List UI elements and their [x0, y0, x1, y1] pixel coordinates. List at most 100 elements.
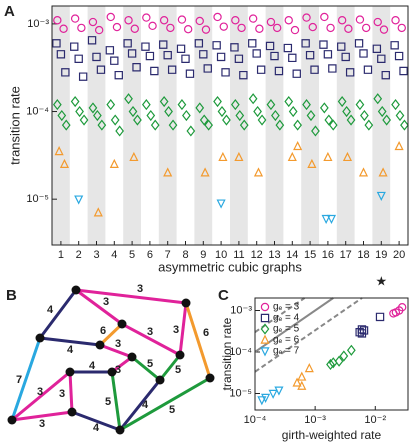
- edge-label: 3: [59, 388, 65, 400]
- x-tick-label: 9: [200, 249, 206, 261]
- marker: [203, 64, 212, 73]
- marker: [354, 39, 364, 48]
- marker: [219, 22, 228, 31]
- edge-label: 6: [203, 327, 209, 339]
- marker: [288, 105, 298, 118]
- marker: [112, 22, 122, 32]
- x-tick-label: 14: [286, 249, 298, 261]
- marker: [326, 214, 337, 225]
- x-tick-label: 10⁻²: [364, 414, 386, 426]
- y-tick-label: 10⁻⁴: [26, 105, 49, 117]
- marker: [79, 114, 89, 126]
- marker: [183, 24, 193, 34]
- edge-label: 3: [103, 296, 109, 308]
- marker: [377, 54, 386, 63]
- x-tick-label: 10⁻⁴: [244, 414, 267, 426]
- marker: [133, 114, 142, 126]
- marker: [221, 68, 230, 77]
- marker: [257, 114, 267, 126]
- legend-marker: [260, 347, 270, 357]
- marker: [334, 355, 344, 367]
- marker: [337, 95, 347, 108]
- marker: [395, 109, 405, 122]
- marker: [96, 65, 106, 74]
- marker: [355, 99, 365, 111]
- marker: [346, 114, 356, 126]
- marker: [274, 66, 284, 76]
- marker: [167, 65, 177, 74]
- marker: [200, 167, 210, 177]
- marker: [70, 14, 80, 23]
- marker: [345, 68, 355, 77]
- panel-label: C: [218, 287, 229, 304]
- marker: [271, 109, 280, 122]
- marker: [391, 99, 400, 111]
- annotation: ★: [375, 273, 387, 288]
- marker: [342, 151, 353, 162]
- plot-frame: [51, 5, 409, 246]
- y-tick-label: 10⁻³: [27, 18, 49, 30]
- edge-label: 6: [100, 325, 106, 337]
- marker: [359, 326, 369, 335]
- marker: [321, 214, 331, 225]
- edge: [184, 301, 212, 380]
- marker: [252, 49, 261, 58]
- edge-label: 4: [67, 344, 74, 356]
- marker: [78, 72, 88, 81]
- marker: [177, 99, 187, 111]
- marker: [337, 42, 346, 51]
- x-tick-label: 19: [375, 249, 387, 261]
- band: [87, 6, 106, 245]
- marker: [70, 95, 80, 108]
- y-tick-label: 10⁻⁵: [26, 193, 49, 205]
- legend-label: gₑ = 4: [273, 313, 300, 324]
- legend-marker: [260, 302, 270, 312]
- edge: [130, 355, 162, 382]
- legend-marker: [260, 334, 270, 344]
- marker: [284, 16, 293, 25]
- x-tick-label: 18: [357, 249, 369, 261]
- x-tick-label: 4: [111, 249, 117, 261]
- marker: [268, 389, 278, 399]
- marker: [87, 36, 97, 45]
- marker: [97, 119, 107, 131]
- node: [71, 285, 81, 295]
- panel-label: A: [4, 3, 15, 20]
- marker: [307, 158, 317, 168]
- band: [194, 6, 213, 245]
- x-axis-label: asymmetric cubic graphs: [158, 259, 302, 274]
- marker: [212, 41, 221, 50]
- marker: [301, 39, 310, 48]
- marker: [185, 69, 195, 78]
- marker: [397, 303, 407, 312]
- marker: [378, 167, 388, 177]
- x-axis-label: girth-weighted rate: [282, 428, 382, 442]
- marker: [88, 17, 98, 27]
- x-tick-label: 6: [147, 249, 153, 261]
- marker: [93, 207, 103, 217]
- marker: [234, 151, 244, 162]
- marker: [59, 24, 68, 33]
- node: [35, 333, 45, 343]
- marker: [218, 151, 228, 162]
- marker: [213, 95, 222, 108]
- marker: [337, 16, 347, 25]
- marker: [216, 199, 226, 209]
- marker: [199, 50, 208, 59]
- marker: [159, 16, 169, 25]
- marker: [266, 99, 276, 111]
- node: [65, 367, 75, 377]
- marker: [266, 17, 276, 27]
- marker: [194, 39, 204, 48]
- marker: [376, 191, 386, 201]
- marker: [361, 23, 371, 33]
- marker: [57, 109, 67, 122]
- marker: [163, 167, 173, 177]
- marker: [168, 119, 178, 131]
- marker: [88, 102, 98, 114]
- x-tick-label: 7: [165, 249, 171, 261]
- marker: [59, 158, 70, 168]
- marker: [239, 119, 249, 131]
- marker: [53, 16, 62, 25]
